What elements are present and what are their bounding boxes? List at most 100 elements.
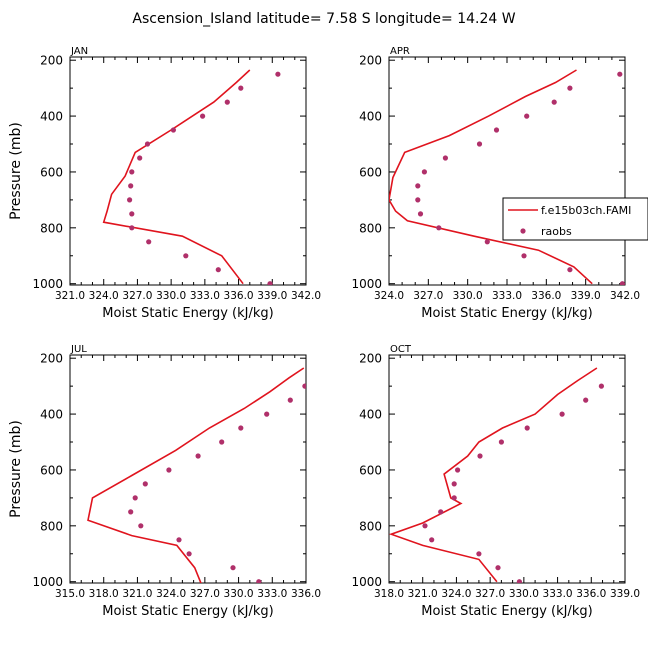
obs-point xyxy=(224,99,230,105)
obs-point xyxy=(516,579,522,583)
obs-point xyxy=(170,127,176,133)
obs-point xyxy=(142,481,148,487)
x-tick-label: 336.0 xyxy=(576,588,606,600)
obs-point xyxy=(166,467,172,473)
y-tick-label: 400 xyxy=(359,408,382,422)
y-tick-label: 800 xyxy=(359,519,382,533)
obs-point xyxy=(195,453,201,459)
x-tick-label: 324.0 xyxy=(156,588,186,600)
obs-point xyxy=(551,99,557,105)
x-tick-label: 333.0 xyxy=(492,290,522,302)
y-tick-label: 600 xyxy=(359,165,382,179)
x-tick-label: 333.0 xyxy=(543,588,573,600)
panel-label-oct: OCT xyxy=(390,344,412,355)
x-tick-label: 324.0 xyxy=(374,290,404,302)
obs-point xyxy=(455,467,461,473)
obs-point xyxy=(302,383,306,389)
panel-frame-oct xyxy=(388,354,626,584)
obs-point xyxy=(183,253,189,259)
x-tick-label: 339.0 xyxy=(571,290,601,302)
obs-point xyxy=(559,411,565,417)
x-tick-label: 327.0 xyxy=(475,588,505,600)
obs-point xyxy=(438,509,444,515)
x-tick-label: 339.0 xyxy=(610,588,640,600)
x-tick-label: 330.0 xyxy=(224,588,254,600)
x-tick-label: 333.0 xyxy=(190,290,220,302)
x-tick-label: 327.0 xyxy=(122,290,152,302)
y-tick-label: 200 xyxy=(40,352,63,366)
x-tick-label: 336.0 xyxy=(291,588,321,600)
obs-point xyxy=(524,113,530,119)
obs-point xyxy=(451,495,457,501)
panel-oct: OCT 318.0 321.0 324.0 327.0 330.0 333.0 336.0 33… xyxy=(351,344,640,619)
obs-point xyxy=(476,551,482,557)
obs-point xyxy=(129,225,135,231)
obs-point xyxy=(186,551,192,557)
obs-point xyxy=(598,383,605,389)
y-tick-label: 800 xyxy=(40,519,63,533)
obs-point xyxy=(127,197,133,203)
x-tick-label: 333.0 xyxy=(257,588,287,600)
obs-point xyxy=(521,253,527,259)
obs-point xyxy=(617,71,623,77)
y-tick-label: 400 xyxy=(40,110,63,124)
x-tick-label: 342.0 xyxy=(610,290,640,302)
x-axis-title: Moist Static Energy (kJ/kg) xyxy=(421,306,592,321)
x-tick-label: 342.0 xyxy=(291,290,321,302)
x-tick-label: 327.0 xyxy=(190,588,220,600)
obs-point xyxy=(436,225,442,231)
obs-point xyxy=(451,481,457,487)
obs-point xyxy=(287,397,293,403)
x-tick-label: 324.0 xyxy=(89,290,119,302)
panel-label-jan: JAN xyxy=(70,46,88,57)
obs-point xyxy=(146,239,152,245)
x-tick-label: 321.0 xyxy=(408,588,438,600)
obs-point xyxy=(442,155,448,161)
panel-apr: APR 324.0 327.0 330.0 333.0 336.0 339.0 342.0 20… xyxy=(351,46,640,321)
data-layer-apr xyxy=(389,69,625,285)
x-tick-label: 339.0 xyxy=(257,290,287,302)
x-axis-title: Moist Static Energy (kJ/kg) xyxy=(102,306,273,321)
obs-point xyxy=(138,523,144,529)
x-tick-label: 330.0 xyxy=(453,290,483,302)
obs-point xyxy=(275,71,281,77)
obs-point xyxy=(132,495,138,501)
obs-point xyxy=(256,579,262,583)
obs-point xyxy=(498,439,504,445)
y-tick-label: 600 xyxy=(359,463,382,477)
obs-point xyxy=(415,183,421,189)
obs-point xyxy=(128,509,134,515)
obs-point xyxy=(476,141,483,147)
obs-point xyxy=(415,197,421,203)
data-layer-jan xyxy=(102,69,281,285)
obs-point xyxy=(421,169,427,175)
obs-point xyxy=(477,453,483,459)
obs-point xyxy=(176,537,182,543)
obs-point xyxy=(524,425,530,431)
obs-point xyxy=(567,85,573,91)
x-axis-title: Moist Static Energy (kJ/kg) xyxy=(421,604,592,619)
x-tick-label: 330.0 xyxy=(156,290,186,302)
obs-point xyxy=(484,239,490,245)
obs-point xyxy=(495,565,501,571)
y-tick-label: 200 xyxy=(40,54,63,68)
data-layer-oct xyxy=(389,367,605,583)
y-tick-label: 400 xyxy=(40,408,63,422)
legend-model-label: f.e15b03ch.FAMI xyxy=(541,204,631,217)
y-axis-title: Pressure (mb) xyxy=(8,420,24,518)
y-tick-label: 600 xyxy=(40,463,63,477)
panel-jul: JUL 315.0 318.0 321.0 324.0 327.0 330.0 333.0 33… xyxy=(8,344,321,619)
y-axis-title: Pressure (mb) xyxy=(8,122,24,220)
y-tick-label: 800 xyxy=(359,221,382,235)
y-tick-label: 200 xyxy=(359,54,382,68)
obs-point xyxy=(129,211,135,217)
obs-point xyxy=(129,169,135,175)
obs-point xyxy=(144,141,151,147)
obs-point xyxy=(219,439,225,445)
model-profile-line xyxy=(389,69,593,285)
x-tick-label: 321.0 xyxy=(55,290,85,302)
obs-point xyxy=(128,183,134,189)
y-tick-label: 400 xyxy=(359,110,382,124)
legend-obs-label: raobs xyxy=(541,225,572,238)
